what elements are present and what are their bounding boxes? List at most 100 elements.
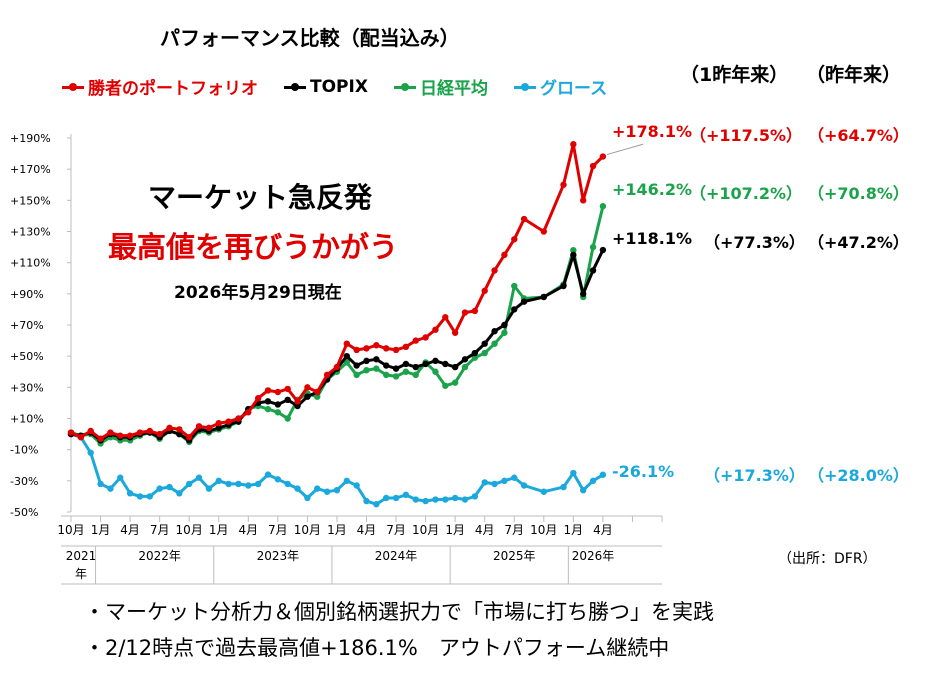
x-tick-label: 10月 xyxy=(294,523,321,537)
series-point-3 xyxy=(264,471,272,478)
series-point-0 xyxy=(422,334,429,341)
series-point-1 xyxy=(580,290,587,298)
series-point-2 xyxy=(511,282,518,290)
series-point-2 xyxy=(461,363,469,371)
x-tick-label: 7月 xyxy=(150,523,170,537)
y-tick-label: +150% xyxy=(10,194,51,207)
x-tick-label: 4月 xyxy=(357,523,377,537)
series-point-2 xyxy=(442,382,449,389)
series-point-2 xyxy=(589,243,597,251)
x-tick-label: 10月 xyxy=(57,523,84,537)
series-point-1 xyxy=(264,398,272,405)
series-point-1 xyxy=(501,321,508,329)
column-header-one-year: （1昨年来） xyxy=(680,64,789,86)
series-point-0 xyxy=(87,427,94,435)
series-point-0 xyxy=(195,423,203,430)
series-point-1 xyxy=(304,393,311,400)
series-point-3 xyxy=(254,480,262,488)
series-point-0 xyxy=(363,345,370,352)
series-point-3 xyxy=(146,493,153,500)
series-point-3 xyxy=(412,496,419,503)
x-tick-label: 10月 xyxy=(530,523,557,537)
series-point-0 xyxy=(186,434,193,441)
series-point-3 xyxy=(511,474,518,481)
series-point-0 xyxy=(589,162,597,170)
series-point-3 xyxy=(520,482,528,489)
series-point-0 xyxy=(235,415,242,422)
series-point-3 xyxy=(176,490,183,497)
performance-line-chart: -50% -30% -10% +10% +30% +50% +70% +90% +110% +13… xyxy=(10,132,663,585)
series-point-3 xyxy=(501,477,508,485)
series-point-0 xyxy=(245,409,252,416)
x-year-label: 2025年 xyxy=(493,549,536,563)
series-point-0 xyxy=(511,236,518,243)
series-point-2 xyxy=(402,368,410,375)
chart-title: パフォーマンス比較（配当込み） xyxy=(160,26,460,50)
series-point-3 xyxy=(383,494,390,502)
x-year-label: 2023年 xyxy=(257,549,300,563)
series-point-2 xyxy=(373,365,380,372)
series-point-0 xyxy=(501,251,508,259)
y-tick-label: -30% xyxy=(10,475,38,488)
x-tick-label: 1月 xyxy=(91,523,111,537)
x-tick-label: 7月 xyxy=(386,523,406,537)
series-point-3 xyxy=(451,494,459,502)
series-point-3 xyxy=(225,480,232,488)
x-tick-label: 10月 xyxy=(412,523,439,537)
y-tick-label: +10% xyxy=(10,413,44,426)
series-point-2 xyxy=(481,349,488,357)
series-point-3 xyxy=(156,485,163,492)
series-point-3 xyxy=(126,490,134,497)
series-point-3 xyxy=(235,480,242,488)
series-point-0 xyxy=(383,345,390,352)
series-point-2 xyxy=(363,366,370,374)
x-year-label: 2022年 xyxy=(138,549,181,563)
topix-last-year-return: （+47.2%） xyxy=(808,233,909,252)
series-point-0 xyxy=(97,435,104,442)
series-point-0 xyxy=(205,424,213,432)
series-point-3 xyxy=(314,485,321,492)
series-point-1 xyxy=(373,356,380,363)
series-point-3 xyxy=(215,477,222,485)
series-point-3 xyxy=(373,501,380,508)
series-point-3 xyxy=(599,471,607,478)
portfolio-last-year-return: （+64.7%） xyxy=(808,126,909,145)
series-point-0 xyxy=(323,371,331,379)
x-year-label: 年 xyxy=(75,567,87,581)
series-point-0 xyxy=(599,153,607,160)
x-tick-label: 10月 xyxy=(176,523,203,537)
series-point-0 xyxy=(77,434,85,441)
series-point-3 xyxy=(422,497,429,505)
topix-total-return: +118.1% xyxy=(612,229,693,248)
column-header-last-year: （昨年来） xyxy=(806,64,902,86)
y-tick-label: +110% xyxy=(10,257,51,270)
series-point-0 xyxy=(225,418,232,425)
growth-one-year-return: （+17.3%） xyxy=(704,466,805,485)
source-note: （出所：DFR） xyxy=(778,551,877,567)
series-point-0 xyxy=(156,430,163,438)
y-tick-label: +70% xyxy=(10,319,44,332)
growth-total-return: -26.1% xyxy=(612,462,675,481)
nikkei-last-year-return: （+70.8%） xyxy=(808,184,909,203)
x-tick-label: 1月 xyxy=(327,523,347,537)
series-point-3 xyxy=(471,493,479,500)
series-point-1 xyxy=(461,356,469,363)
series-point-2 xyxy=(570,247,577,254)
axes-layer: -50% -30% -10% +10% +30% +50% +70% +90% +110% +13… xyxy=(10,132,663,585)
series-point-2 xyxy=(274,409,282,416)
x-tick-label: 4月 xyxy=(475,523,495,537)
chart-legend: 勝者のポートフォリオ TOPIX 日経平均 グロース xyxy=(62,74,607,99)
legend-swatch-portfolio xyxy=(62,81,84,93)
series-point-2 xyxy=(264,405,272,413)
topix-one-year-return: （+77.3%） xyxy=(704,233,805,252)
series-point-0 xyxy=(432,326,439,333)
series-point-2 xyxy=(432,368,439,375)
series-point-1 xyxy=(570,251,577,259)
nikkei-one-year-return: （+107.2%） xyxy=(690,184,803,203)
series-point-3 xyxy=(294,485,301,492)
series-point-1 xyxy=(589,267,597,274)
series-point-0 xyxy=(254,395,262,402)
series-point-1 xyxy=(511,306,518,313)
series-point-3 xyxy=(343,477,350,485)
series-point-3 xyxy=(117,474,124,481)
